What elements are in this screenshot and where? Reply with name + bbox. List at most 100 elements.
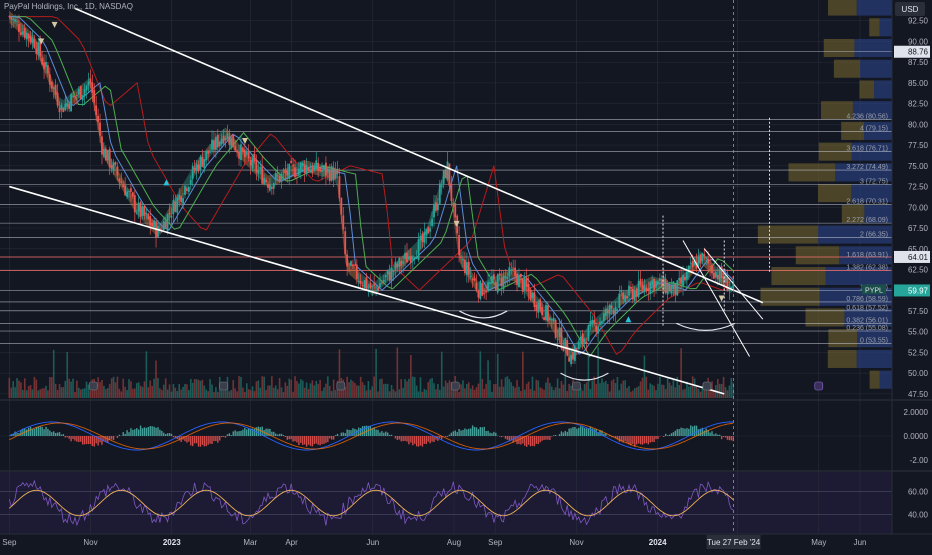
macd-bar <box>559 434 560 436</box>
candle-body <box>452 203 454 204</box>
time-axis-label: 2024 <box>649 538 667 547</box>
candle-body <box>174 201 176 212</box>
macd-bar <box>84 436 85 444</box>
macd-bar <box>588 429 589 436</box>
macd-bar <box>538 436 539 444</box>
candle-body <box>603 313 605 321</box>
volume-bar <box>659 377 661 398</box>
volume-bar <box>207 391 209 398</box>
candle-body <box>493 274 495 279</box>
volume-profile-bar <box>860 80 875 98</box>
volume-bar <box>55 384 57 398</box>
macd-bar <box>422 436 423 447</box>
candle-body <box>570 355 572 364</box>
macd-bar <box>242 430 243 436</box>
macd-bar <box>640 436 641 444</box>
macd-bar <box>682 428 683 436</box>
candle-body <box>485 291 487 293</box>
volume-bar <box>43 388 45 398</box>
macd-bar <box>169 433 170 436</box>
macd-bar <box>321 436 322 444</box>
volume-bar <box>173 384 175 398</box>
macd-bar <box>412 436 413 445</box>
volume-bar <box>356 385 358 398</box>
volume-bar <box>514 388 516 398</box>
candle-body <box>404 253 406 259</box>
volume-bar <box>124 387 126 398</box>
candle-body <box>304 164 306 173</box>
macd-bar <box>128 432 129 436</box>
volume-bar <box>555 387 557 398</box>
candle-body <box>352 264 354 266</box>
volume-bar <box>480 351 482 398</box>
macd-bar <box>526 436 527 447</box>
candle-body <box>707 259 709 264</box>
candle-body <box>522 279 524 292</box>
macd-bar <box>447 436 448 437</box>
candle-body <box>153 220 155 227</box>
candle-body <box>557 339 559 340</box>
candle-body <box>284 170 286 173</box>
volume-bar <box>188 390 190 398</box>
candle-body <box>267 184 269 188</box>
candle-body <box>275 173 277 180</box>
macd-bar <box>196 436 197 443</box>
candle-body <box>622 293 624 299</box>
upcoming-earnings-marker <box>815 382 823 390</box>
macd-bar <box>644 436 645 443</box>
candle-body <box>198 165 200 172</box>
candle-body <box>651 280 653 285</box>
volume-bar <box>215 387 217 398</box>
volume-bar <box>12 381 14 398</box>
macd-bar <box>410 436 411 443</box>
macd-bar <box>401 436 402 441</box>
volume-bar <box>547 378 549 398</box>
macd-bar <box>561 431 562 436</box>
macd-bar <box>150 426 151 436</box>
volume-bar <box>690 386 692 398</box>
candle-body <box>16 21 18 22</box>
candle-body <box>186 188 188 190</box>
macd-bar <box>151 426 152 436</box>
candle-body <box>532 293 534 298</box>
candle-body <box>393 271 395 272</box>
candle-body <box>516 274 518 285</box>
macd-bar <box>119 435 120 436</box>
candle-body <box>508 267 510 276</box>
candle-body <box>95 106 97 116</box>
macd-bar <box>364 426 365 436</box>
volume-bar <box>34 377 36 398</box>
candle-body <box>358 281 360 282</box>
macd-bar <box>211 436 212 444</box>
volume-bar <box>107 388 109 398</box>
macd-bar <box>536 436 537 444</box>
volume-bar <box>590 389 592 398</box>
macd-bar <box>420 436 421 446</box>
volume-bar <box>115 382 117 398</box>
macd-bar <box>341 433 342 436</box>
volume-bar <box>144 381 146 398</box>
macd-bar <box>539 436 540 442</box>
macd-bar <box>148 427 149 436</box>
volume-bar <box>261 376 263 398</box>
volume-bar <box>304 388 306 398</box>
macd-bar <box>431 436 432 442</box>
candle-body <box>8 16 10 17</box>
candle-body <box>115 162 117 165</box>
volume-bar <box>333 380 335 398</box>
candle-body <box>279 176 281 182</box>
candle-body <box>593 320 595 323</box>
volume-bar <box>28 386 30 398</box>
macd-bar <box>706 429 707 436</box>
price-axis-label: 82.50 <box>908 100 929 109</box>
candle-body <box>676 280 678 295</box>
macd-bar <box>157 427 158 436</box>
price-axis-label: 47.50 <box>908 390 929 399</box>
candle-body <box>136 212 138 213</box>
volume-bar <box>66 352 68 398</box>
candle-body <box>192 166 194 179</box>
macd-bar <box>582 427 583 436</box>
volume-bar <box>549 383 551 398</box>
volume-bar <box>634 388 636 398</box>
